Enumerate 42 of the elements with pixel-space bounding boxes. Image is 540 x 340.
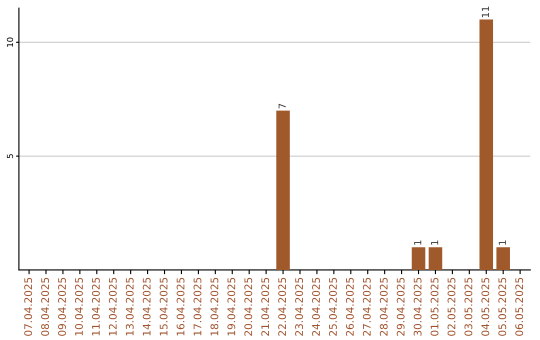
x-tick-label: 20.04.2025 <box>244 278 252 336</box>
x-tick-label: 09.04.2025 <box>58 278 66 336</box>
data-label: 1 <box>414 240 422 245</box>
y-tick-label: 5 <box>6 154 14 158</box>
x-tick-label: 07.04.2025 <box>24 278 32 336</box>
x-tick-label: 21.04.2025 <box>261 278 270 336</box>
x-tick-label: 29.04.2025 <box>396 278 405 336</box>
x-tick-label: 17.04.2025 <box>194 278 202 336</box>
x-tick-label: 15.04.2025 <box>160 278 168 336</box>
x-tick-label: 27.04.2025 <box>362 278 371 336</box>
x-tick-label: 23.04.2025 <box>295 278 304 336</box>
x-tick-label: 22.04.2025 <box>278 278 286 336</box>
data-label: 1 <box>431 240 438 245</box>
x-tick-label: 14.04.2025 <box>142 278 151 336</box>
x-tick-label: 16.04.2025 <box>176 278 184 336</box>
x-tick-label: 06.05.2025 <box>515 278 524 336</box>
bar <box>496 247 510 270</box>
x-tick-label: 26.04.2025 <box>346 278 354 336</box>
x-tick-label: 08.04.2025 <box>41 278 50 336</box>
bar <box>428 247 442 270</box>
x-tick-label: 28.04.2025 <box>380 278 388 336</box>
y-tick-label: 10 <box>6 38 14 47</box>
x-tick-label: 11.04.2025 <box>92 278 100 336</box>
bar <box>479 20 494 270</box>
x-tick-label: 25.04.2025 <box>329 278 337 336</box>
data-label: 11 <box>482 6 489 18</box>
x-tick-label: 19.04.2025 <box>227 278 236 336</box>
x-tick-label: 05.05.2025 <box>498 278 506 336</box>
x-tick-label: 10.04.2025 <box>75 278 83 336</box>
data-label: 7 <box>278 104 286 108</box>
data-label: 1 <box>498 240 506 245</box>
x-tick-label: 01.05.2025 <box>430 278 438 336</box>
x-tick-label: 24.04.2025 <box>312 278 320 336</box>
bar <box>276 110 290 270</box>
x-tick-label: 04.05.2025 <box>481 278 490 336</box>
x-tick-label: 30.04.2025 <box>414 278 422 336</box>
x-tick-label: 12.04.2025 <box>108 278 117 336</box>
x-tick-label: 18.04.2025 <box>210 278 218 336</box>
x-tick-label: 03.05.2025 <box>464 278 472 336</box>
x-tick-label: 13.04.2025 <box>126 278 134 336</box>
x-tick-label: 02.05.2025 <box>448 278 456 336</box>
bar <box>412 247 426 270</box>
